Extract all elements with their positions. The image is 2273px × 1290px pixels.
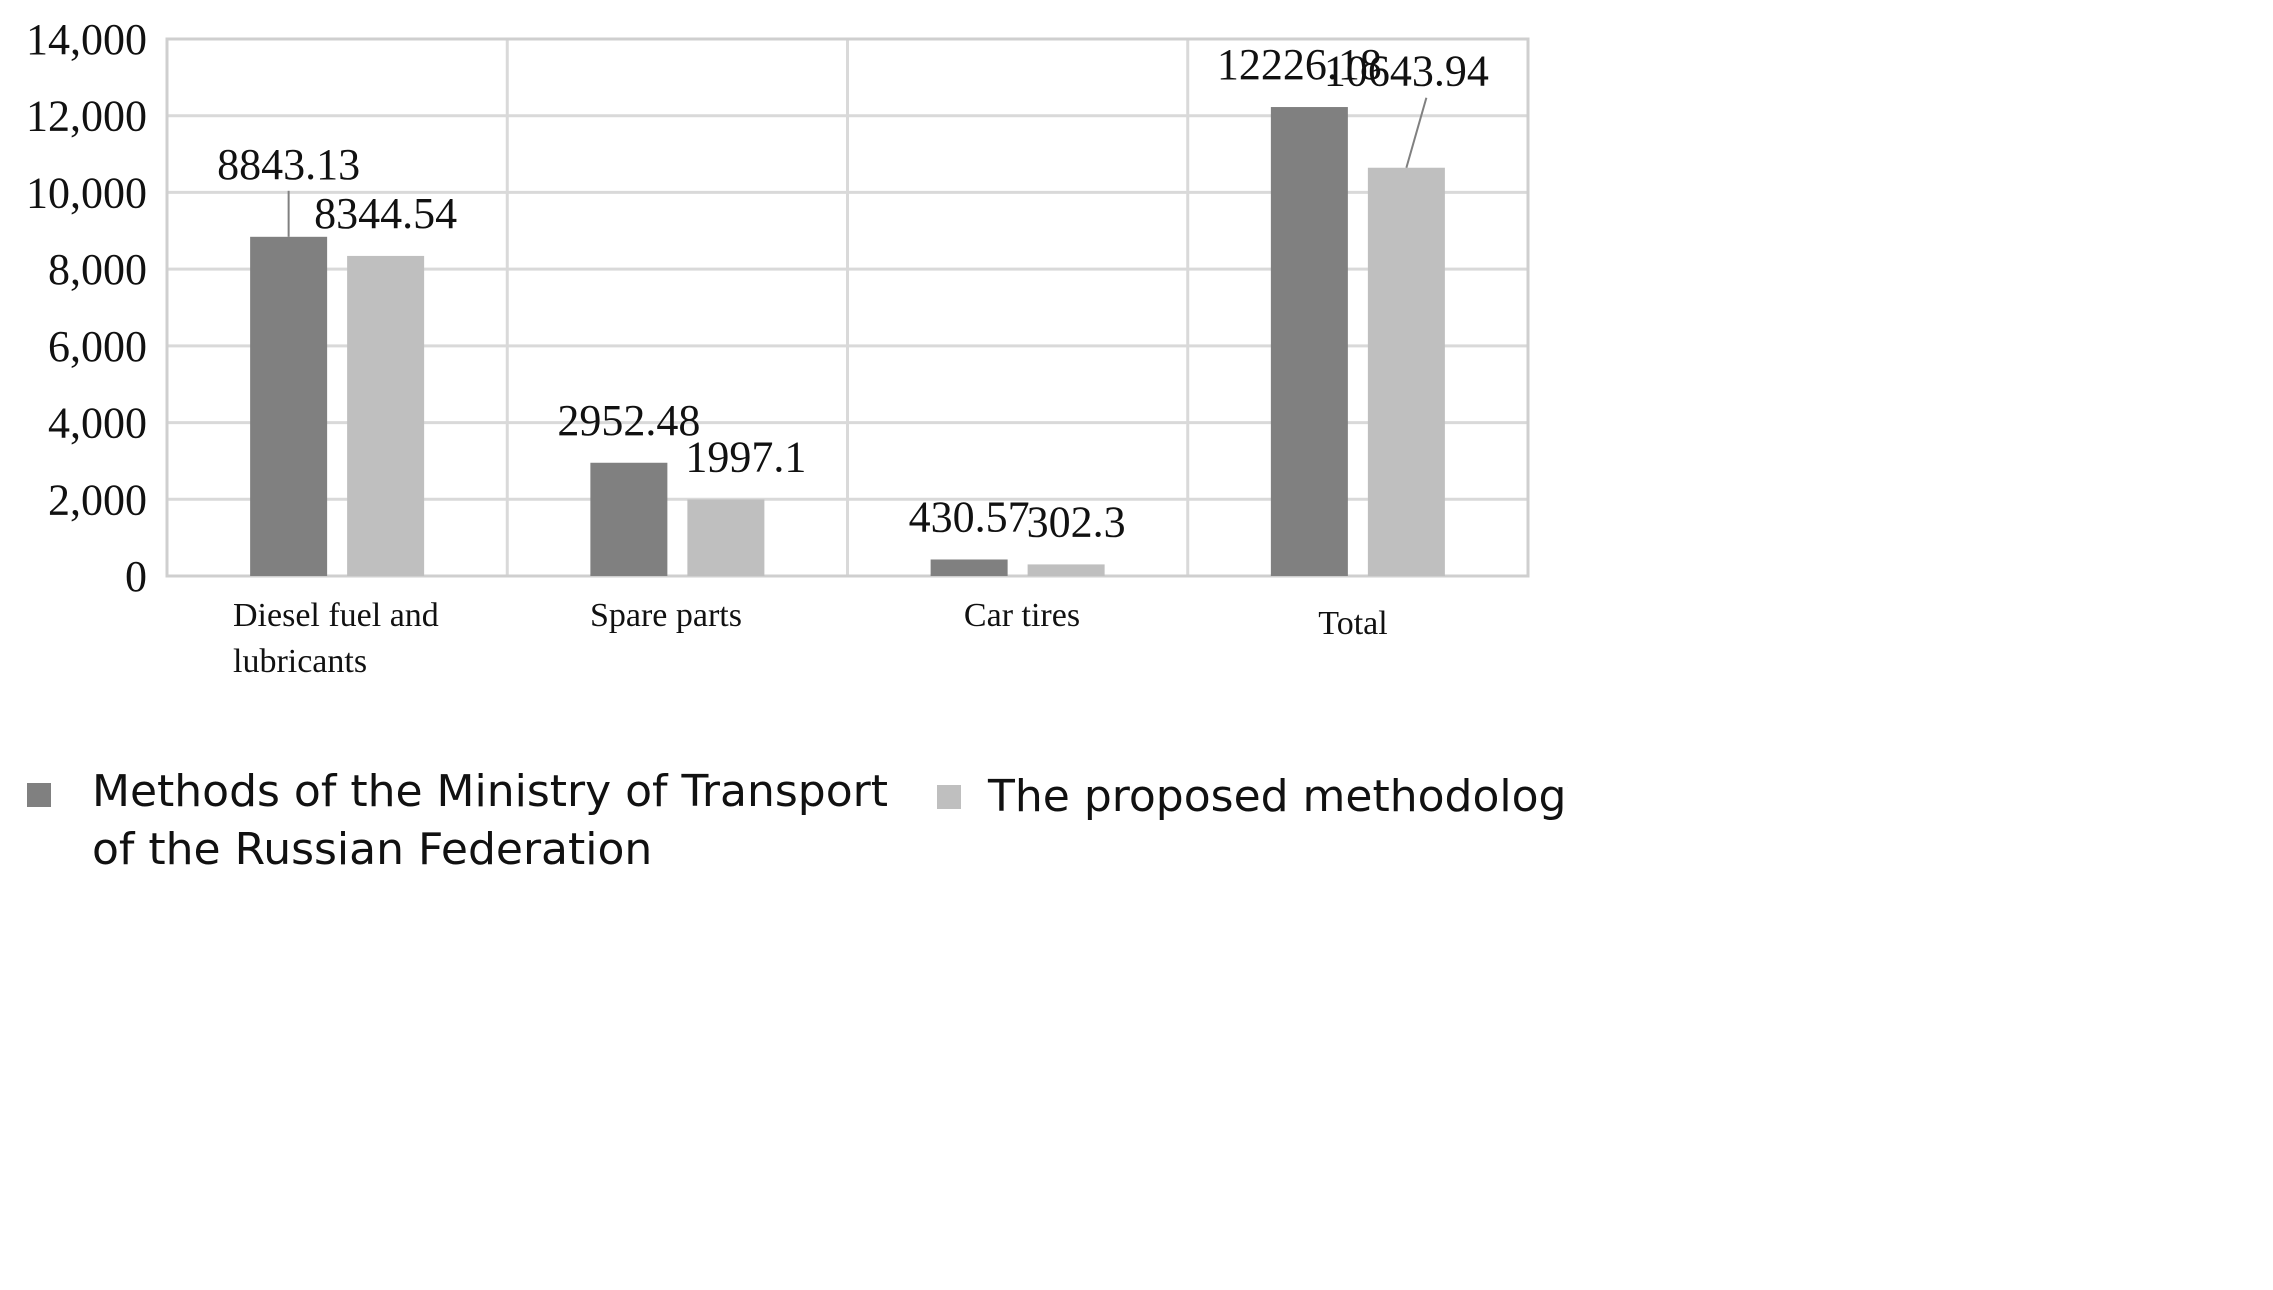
y-tick-label: 10,000	[26, 168, 147, 217]
bar	[347, 255, 425, 576]
y-axis-tick-labels: 0 2,000 4,000 6,000 8,000 10,000 12,000 14,000	[26, 15, 147, 601]
y-tick-label: 8,000	[48, 245, 147, 294]
data-label: 302.3	[1027, 497, 1126, 546]
y-tick-label: 4,000	[48, 399, 147, 448]
data-label: 430.57	[909, 492, 1030, 541]
y-tick-label: 0	[125, 552, 147, 601]
legend-swatch	[27, 783, 51, 807]
bar	[590, 462, 668, 576]
legend-label: Methods of the Ministry of Transport of t…	[92, 766, 888, 875]
bar	[1367, 167, 1445, 576]
bar	[1027, 564, 1105, 576]
x-axis-category-labels: Diesel fuel and lubricants Spare parts Car …	[233, 597, 1388, 680]
y-tick-label: 14,000	[26, 15, 147, 64]
category-label: Spare parts	[590, 597, 742, 634]
category-label: Total	[1318, 605, 1387, 642]
data-label: 2952.48	[557, 396, 700, 445]
bars	[250, 107, 1445, 576]
plot-border	[165, 37, 1530, 578]
category-label: Car tires	[964, 597, 1080, 634]
bar	[250, 236, 328, 576]
category-label: Diesel fuel and lubricants	[233, 597, 439, 680]
data-label: 8843.13	[217, 140, 360, 189]
bar	[1270, 107, 1348, 576]
y-tick-label: 2,000	[48, 475, 147, 524]
y-tick-label: 6,000	[48, 322, 147, 371]
label-leader-lines	[287, 97, 1428, 237]
legend-label: The proposed methodology	[987, 771, 1568, 822]
legend-swatch	[937, 785, 961, 809]
leader-line	[1405, 97, 1428, 169]
data-label: 8344.54	[314, 189, 457, 238]
data-label: 10643.94	[1324, 47, 1489, 96]
bar	[930, 559, 1008, 576]
legend: Methods of the Ministry of Transport of t…	[27, 766, 1568, 875]
bar	[687, 499, 765, 576]
data-label: 12226.18	[1217, 40, 1382, 89]
y-tick-label: 12,000	[26, 92, 147, 141]
data-label: 1997.1	[685, 432, 806, 481]
